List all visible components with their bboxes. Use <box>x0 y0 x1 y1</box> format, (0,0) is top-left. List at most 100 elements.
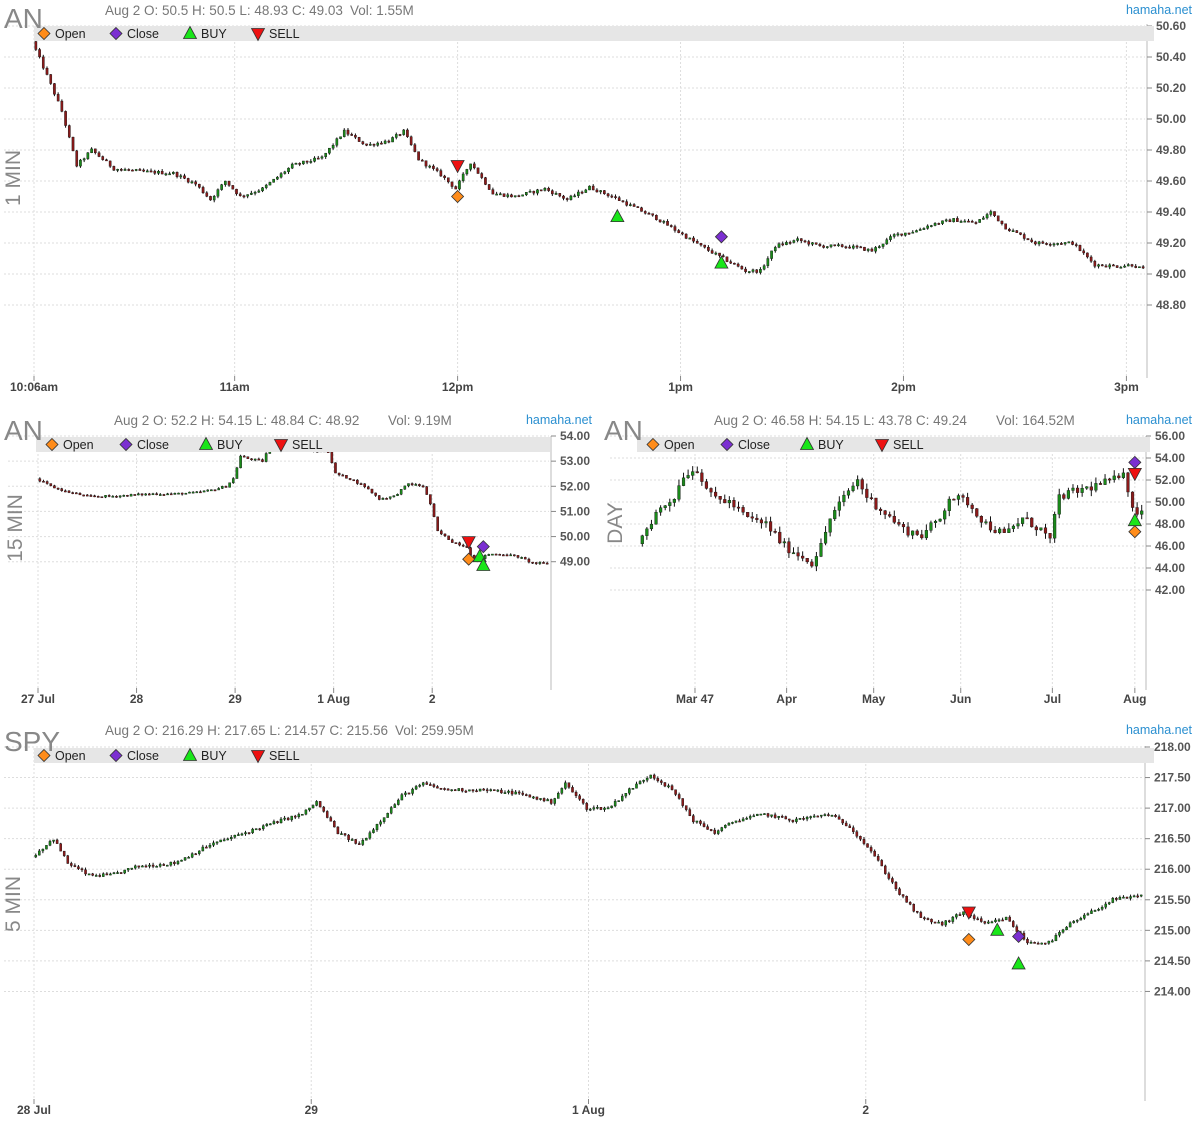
candle-body <box>677 485 681 500</box>
candle-body <box>823 814 827 816</box>
brand-link[interactable]: hamaha.net <box>1126 3 1193 17</box>
x-tick-label: Aug <box>1123 692 1146 706</box>
candle-body <box>947 498 951 511</box>
candle-body <box>246 194 249 197</box>
candle-body <box>851 485 855 491</box>
candle-body <box>179 175 183 178</box>
candle-body <box>955 914 958 918</box>
candle-body <box>372 829 375 833</box>
candle-body <box>447 535 450 540</box>
marker-buy-1-4 <box>476 557 491 571</box>
y-tick-label: 214.00 <box>1154 984 1191 998</box>
candle-body <box>985 214 989 219</box>
candle-body <box>354 839 357 844</box>
candle-body <box>1065 926 1068 931</box>
candle-body <box>458 180 461 190</box>
x-tick-label: 10:06am <box>10 380 58 394</box>
y-tick-label: 49.00 <box>560 555 590 569</box>
symbol-label: AN <box>604 415 643 446</box>
candle-body <box>239 455 242 469</box>
candle-body <box>516 555 520 558</box>
candle-body <box>828 518 832 533</box>
candle-body <box>573 195 576 198</box>
candle-body <box>766 258 770 266</box>
candle-body <box>706 826 709 830</box>
symbol-label: AN <box>4 415 43 446</box>
candle-body <box>60 100 64 112</box>
marker-close-legend-1 <box>109 26 123 41</box>
candle-body <box>302 160 305 165</box>
candle-body <box>244 832 247 835</box>
candle-body <box>520 557 523 559</box>
candle-body <box>523 557 527 560</box>
brand-link[interactable]: hamaha.net <box>526 413 593 427</box>
candle-body <box>595 189 599 193</box>
candle-body <box>368 143 372 146</box>
candle-body <box>918 229 922 231</box>
candle-body <box>1104 265 1108 268</box>
candle-body <box>1138 266 1141 269</box>
candle-body <box>1033 942 1036 944</box>
candle-body <box>725 256 729 262</box>
marker-open-2-0 <box>1128 525 1142 539</box>
candle-body <box>482 788 485 791</box>
candle-body <box>425 486 429 495</box>
trade-markers <box>1127 455 1143 539</box>
candle-body <box>212 196 216 201</box>
candle-body <box>787 541 791 554</box>
candle-body <box>1107 902 1111 905</box>
candle-body <box>702 823 706 827</box>
candle-body <box>542 562 545 564</box>
brand-link[interactable]: hamaha.net <box>1126 413 1193 427</box>
candle-body <box>926 918 930 920</box>
candle-body <box>962 911 965 915</box>
candle-body <box>70 863 73 866</box>
candle-body <box>766 813 770 817</box>
candle-body <box>759 519 763 524</box>
candle-body <box>1061 929 1065 933</box>
candle-body <box>645 528 649 536</box>
trade-markers <box>450 160 729 269</box>
candle-body <box>1034 526 1038 531</box>
candle-body <box>751 269 755 272</box>
candle-body <box>525 192 528 196</box>
candle-body <box>257 458 261 461</box>
candle-body <box>123 869 126 874</box>
candle-body <box>635 783 638 789</box>
x-tick-label: 28 Jul <box>17 1103 51 1117</box>
candle-body <box>700 472 704 482</box>
candle-body <box>1066 490 1070 499</box>
candle-body <box>180 859 183 862</box>
y-tick-label: 217.50 <box>1154 771 1191 785</box>
candle-body <box>365 143 368 146</box>
candle-body <box>833 510 837 520</box>
x-tick-label: Mar 47 <box>676 692 714 706</box>
candle-body <box>525 794 528 796</box>
candle-body <box>375 824 379 830</box>
y-tick-label: 49.00 <box>1156 267 1186 281</box>
candle-body <box>194 853 197 856</box>
y-tick-label: 214.50 <box>1154 954 1191 968</box>
candle-body <box>1062 494 1066 499</box>
marker-open-3-0 <box>962 932 976 947</box>
candle-body <box>993 529 997 533</box>
candle-body <box>1089 256 1093 262</box>
brand-link[interactable]: hamaha.net <box>1126 723 1193 737</box>
candle-body <box>130 867 134 870</box>
candle-body <box>1011 921 1015 927</box>
candle-body <box>874 247 877 252</box>
candle-body <box>750 516 754 519</box>
candle-body <box>816 815 820 818</box>
legend-label-close: Close <box>127 27 159 41</box>
candle-body <box>162 864 166 866</box>
candle-body <box>79 159 82 167</box>
candle-body <box>606 193 610 197</box>
candle-body <box>251 828 254 834</box>
candle-body <box>379 821 382 825</box>
candle-body <box>380 142 383 145</box>
x-tick-label: 28 <box>130 692 144 706</box>
candle-body <box>1025 517 1029 520</box>
candle-body <box>770 814 773 817</box>
candle-body <box>844 246 848 249</box>
candle-body <box>247 832 251 834</box>
